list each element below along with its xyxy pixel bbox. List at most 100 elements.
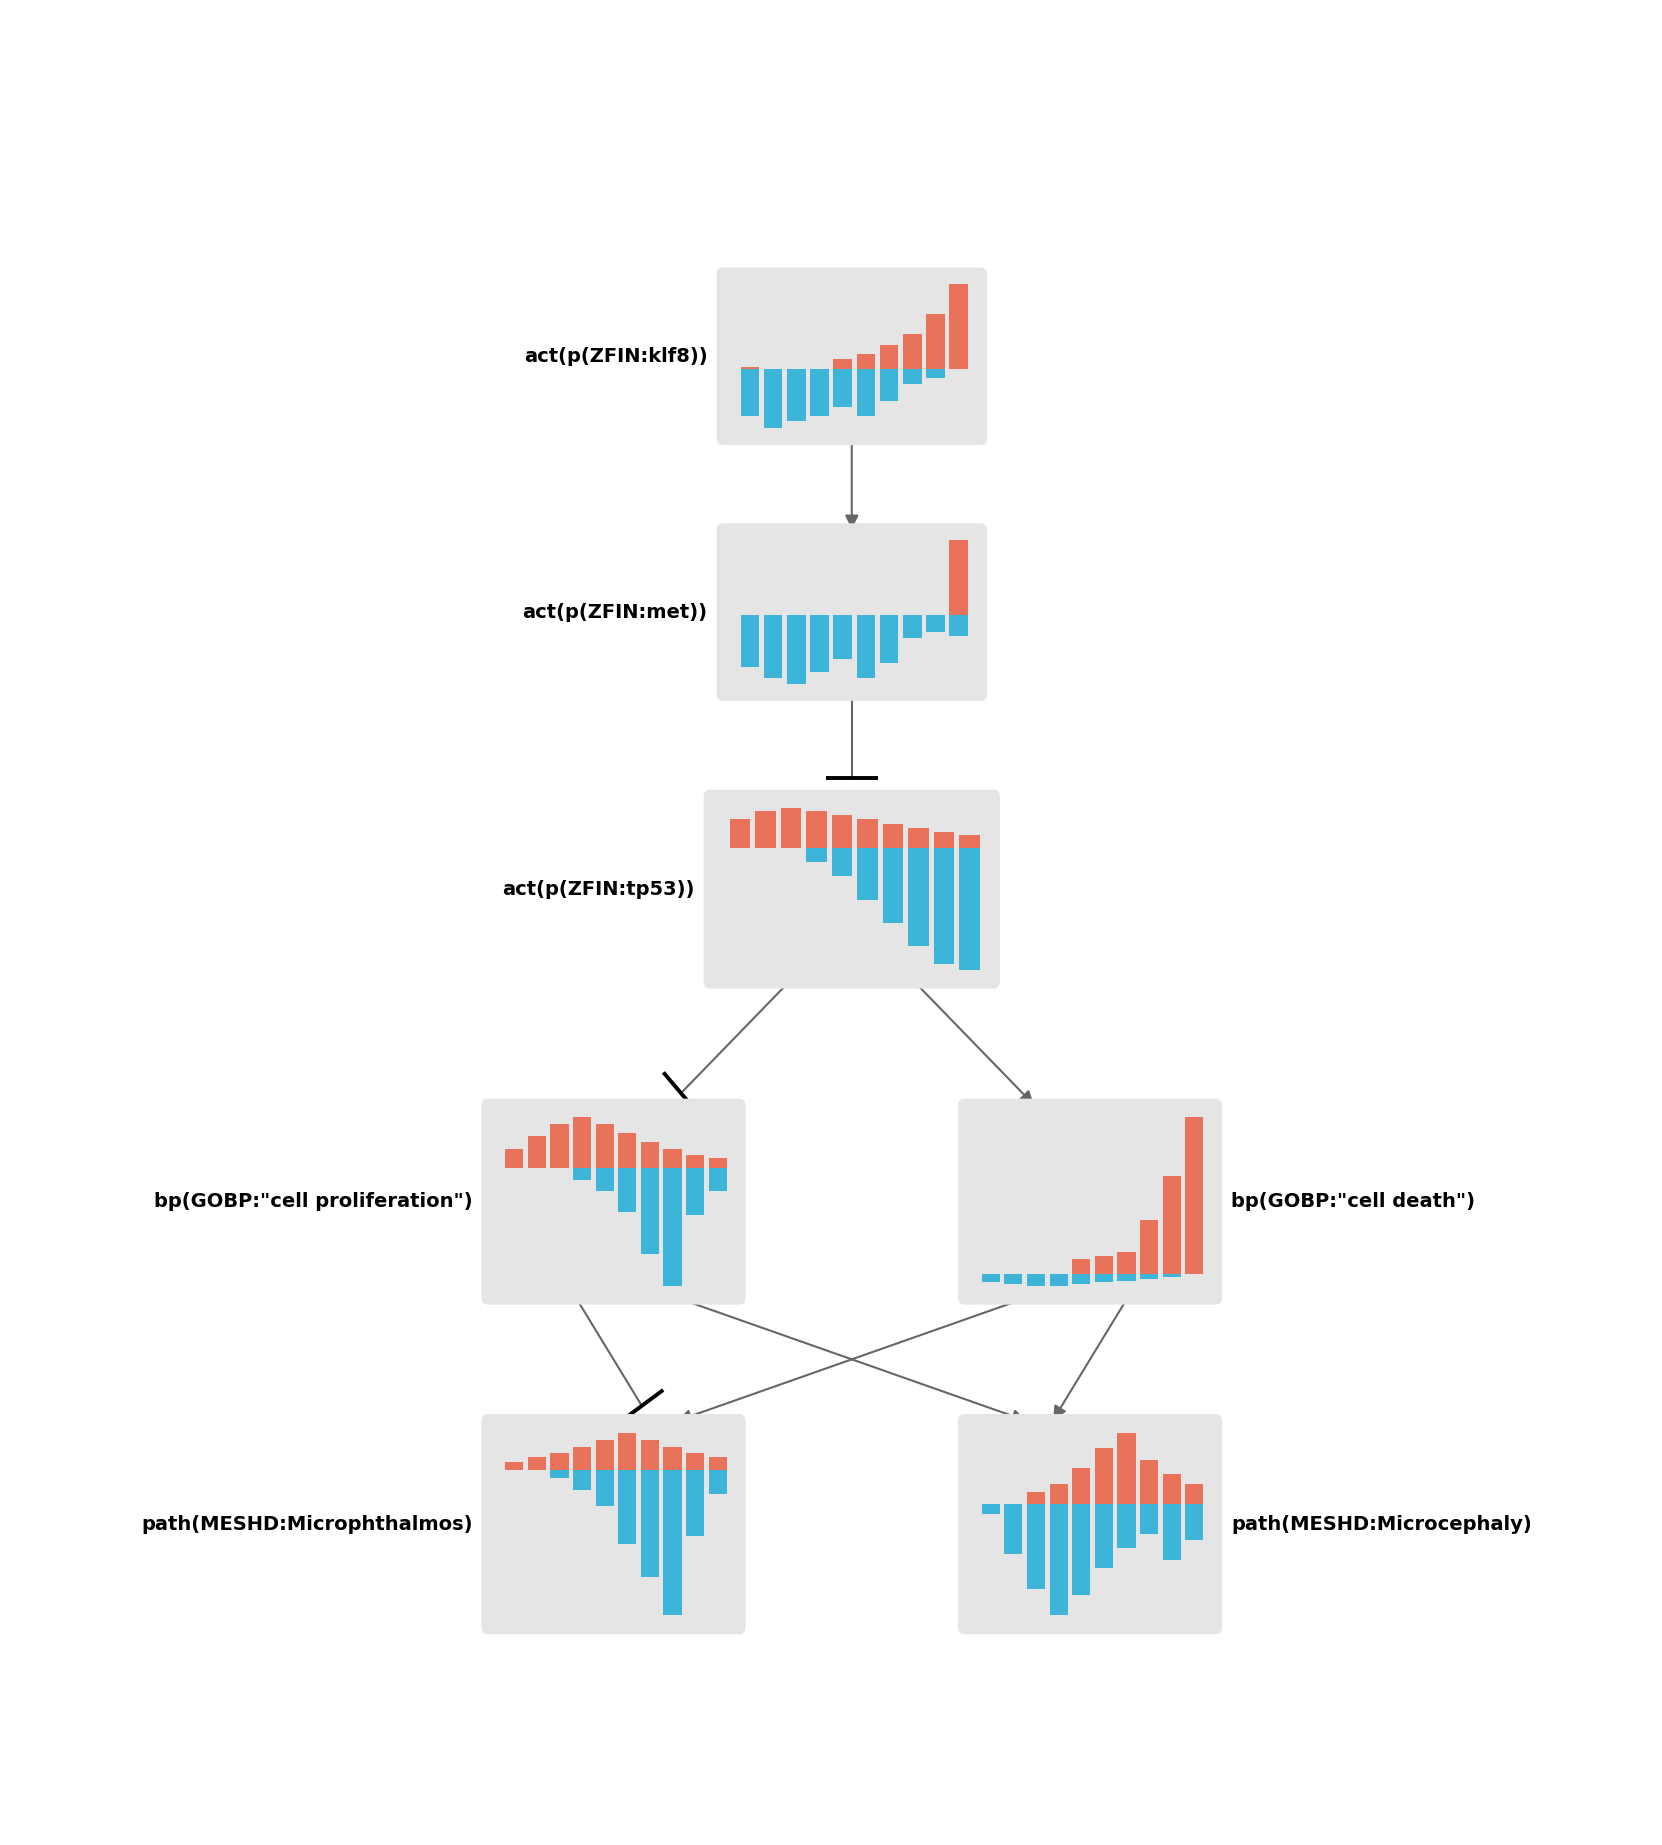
Bar xyxy=(618,1168,637,1212)
Bar xyxy=(642,1142,658,1168)
Bar xyxy=(741,369,760,415)
Bar xyxy=(811,614,829,672)
Bar xyxy=(686,1454,705,1470)
Bar xyxy=(982,1504,1001,1515)
Bar xyxy=(730,819,750,849)
Bar xyxy=(663,1470,681,1614)
Bar xyxy=(755,810,776,849)
Bar xyxy=(949,541,967,614)
Bar xyxy=(686,1155,705,1168)
Bar xyxy=(595,1470,613,1506)
Bar xyxy=(550,1454,568,1470)
FancyBboxPatch shape xyxy=(957,1098,1222,1304)
Bar xyxy=(595,1168,613,1192)
Bar xyxy=(573,1446,592,1470)
Text: act(p(ZFIN:klf8)): act(p(ZFIN:klf8)) xyxy=(524,347,708,365)
Bar xyxy=(642,1470,658,1577)
Bar xyxy=(1163,1273,1180,1277)
Bar xyxy=(781,808,801,849)
Bar xyxy=(1140,1459,1158,1504)
FancyBboxPatch shape xyxy=(716,524,987,701)
Bar xyxy=(858,849,878,900)
Bar xyxy=(934,849,954,963)
Bar xyxy=(550,1124,568,1168)
Bar xyxy=(1027,1504,1045,1589)
Bar xyxy=(1095,1448,1114,1504)
Bar xyxy=(1050,1504,1067,1614)
Bar xyxy=(907,828,929,849)
Bar xyxy=(788,369,806,421)
Text: act(p(ZFIN:tp53)): act(p(ZFIN:tp53)) xyxy=(502,880,695,899)
Bar xyxy=(926,314,944,369)
Bar xyxy=(856,614,876,679)
Bar xyxy=(856,369,876,415)
Bar xyxy=(1027,1493,1045,1504)
Bar xyxy=(1027,1273,1045,1286)
Bar xyxy=(926,369,944,378)
Bar xyxy=(708,1168,726,1192)
Bar xyxy=(1050,1273,1067,1286)
Bar xyxy=(1004,1273,1022,1284)
Bar xyxy=(573,1470,592,1489)
Bar xyxy=(663,1149,681,1168)
Bar xyxy=(505,1461,524,1470)
FancyBboxPatch shape xyxy=(716,268,987,445)
Bar xyxy=(1050,1483,1067,1504)
Bar xyxy=(529,1456,545,1470)
Bar xyxy=(765,369,783,428)
Bar xyxy=(741,614,760,666)
Bar xyxy=(811,369,829,415)
Bar xyxy=(1185,1118,1203,1273)
Bar xyxy=(883,849,902,922)
Bar xyxy=(1072,1469,1090,1504)
Bar xyxy=(663,1168,681,1286)
Bar xyxy=(642,1441,658,1470)
Bar xyxy=(1185,1504,1203,1541)
Bar xyxy=(686,1470,705,1535)
Bar xyxy=(831,815,853,849)
FancyBboxPatch shape xyxy=(957,1413,1222,1635)
Bar xyxy=(949,284,967,369)
Text: path(MESHD:Microcephaly): path(MESHD:Microcephaly) xyxy=(1232,1515,1532,1533)
Bar xyxy=(663,1446,681,1470)
Bar xyxy=(595,1441,613,1470)
Bar xyxy=(642,1168,658,1255)
Bar xyxy=(708,1159,726,1168)
Bar xyxy=(708,1456,726,1470)
Bar xyxy=(934,832,954,849)
Bar xyxy=(806,849,826,862)
Bar xyxy=(902,334,922,369)
Bar xyxy=(806,810,826,849)
Bar xyxy=(982,1273,1001,1282)
Text: bp(GOBP:"cell proliferation"): bp(GOBP:"cell proliferation") xyxy=(155,1192,472,1210)
Bar xyxy=(618,1470,637,1544)
Bar xyxy=(1095,1504,1114,1568)
FancyBboxPatch shape xyxy=(482,1098,746,1304)
Bar xyxy=(618,1133,637,1168)
Text: bp(GOBP:"cell death"): bp(GOBP:"cell death") xyxy=(1232,1192,1476,1210)
Bar xyxy=(550,1470,568,1478)
Bar xyxy=(1072,1273,1090,1284)
Bar xyxy=(902,614,922,638)
Bar xyxy=(1117,1504,1135,1548)
Bar xyxy=(1117,1253,1135,1273)
Bar xyxy=(879,614,899,662)
Bar xyxy=(833,369,853,408)
Bar xyxy=(856,354,876,369)
Bar xyxy=(686,1168,705,1216)
Bar xyxy=(1117,1434,1135,1504)
Bar xyxy=(879,369,899,400)
Bar xyxy=(883,825,902,849)
Bar xyxy=(907,849,929,946)
FancyBboxPatch shape xyxy=(703,790,1001,989)
Bar xyxy=(1004,1504,1022,1553)
Bar xyxy=(1140,1273,1158,1279)
Text: path(MESHD:Microphthalmos): path(MESHD:Microphthalmos) xyxy=(141,1515,472,1533)
Bar xyxy=(1163,1175,1180,1273)
Bar xyxy=(949,614,967,637)
Bar xyxy=(1095,1256,1114,1273)
FancyBboxPatch shape xyxy=(482,1413,746,1635)
Bar xyxy=(708,1470,726,1494)
Bar xyxy=(1185,1483,1203,1504)
Bar xyxy=(573,1118,592,1168)
